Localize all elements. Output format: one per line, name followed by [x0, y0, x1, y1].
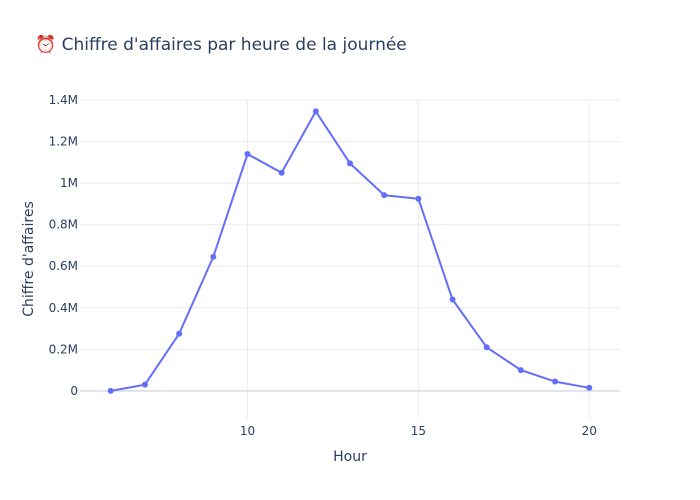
data-point[interactable] [483, 344, 490, 351]
data-point[interactable] [244, 151, 251, 158]
data-point[interactable] [278, 169, 285, 176]
y-tick-labels: 0 0.2M 0.4M 0.6M 0.8M 1M 1.2M 1.4M [49, 93, 78, 398]
x-axis-label: Hour [333, 449, 367, 465]
y-tick-label: 0 [70, 384, 78, 398]
y-tick-label: 0.6M [49, 259, 78, 273]
x-tick-labels: 10 15 20 [240, 424, 597, 438]
data-point[interactable] [176, 330, 183, 337]
grid [80, 99, 620, 420]
y-tick-label: 0.8M [49, 218, 78, 232]
x-tick-label: 15 [411, 424, 426, 438]
y-axis-label: Chiffre d'affaires [21, 201, 37, 316]
series [107, 108, 593, 394]
data-point[interactable] [517, 367, 524, 374]
data-point[interactable] [381, 192, 388, 199]
data-point[interactable] [210, 253, 217, 260]
y-tick-label: 1.4M [49, 93, 78, 107]
data-point[interactable] [107, 387, 114, 394]
data-point[interactable] [586, 384, 593, 391]
y-tick-label: 1M [60, 176, 78, 190]
data-point[interactable] [312, 108, 319, 115]
data-point[interactable] [141, 381, 148, 388]
data-point[interactable] [347, 160, 353, 167]
y-tick-label: 1.2M [49, 135, 78, 149]
y-tick-label: 0.4M [49, 301, 78, 315]
chart-title: ⏰ Chiffre d'affaires par heure de la jou… [35, 34, 407, 55]
x-tick-label: 20 [582, 424, 597, 438]
data-point[interactable] [415, 195, 422, 202]
data-point[interactable] [449, 296, 456, 303]
data-point[interactable] [552, 378, 559, 385]
y-tick-label: 0.2M [49, 342, 78, 356]
x-tick-label: 10 [240, 424, 255, 438]
